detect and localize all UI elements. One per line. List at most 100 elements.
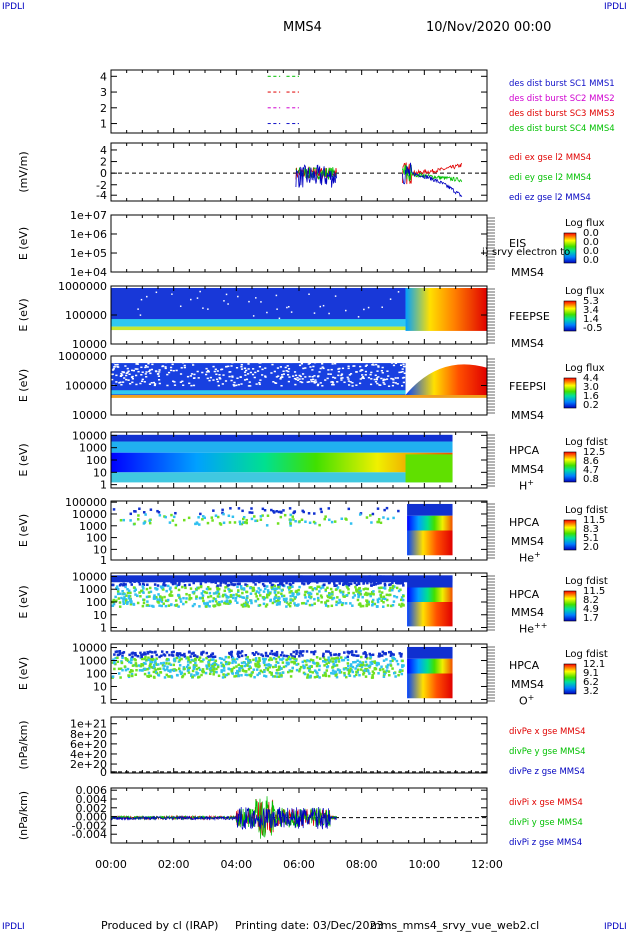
hpca-pixel [171,519,175,522]
hpca-pixel [218,595,221,598]
hpca-pixel [244,601,248,604]
feeps-i-speck [111,373,114,376]
y-tick-label: 0 [100,766,107,779]
hpca-pixel [364,667,367,671]
hpca-pixel [246,655,249,659]
feeps-i-speck [310,380,314,383]
hpca-pixel [367,600,370,604]
feeps-i-speck [332,376,335,379]
hpca-pixel [325,665,329,669]
hpca-pixel [308,521,312,525]
feeps-i-speck [391,384,395,387]
feeps-i-speck [322,367,325,370]
hpca-pixel [326,604,330,608]
feeps-i-speck [131,375,134,378]
feeps-i-speck [124,365,127,367]
hpca-pixel [245,521,248,525]
colorbar-tick-label: 1.6 [583,391,599,402]
hpca-pixel [376,600,380,604]
hpca-pixel [330,657,333,660]
feeps-i-speck [233,381,236,384]
hpca-pixel [359,663,363,667]
feeps-i-speck [346,376,349,379]
feeps-e-speck [207,308,209,310]
hpca-pixel [184,586,187,590]
hpca-pixel [385,593,389,597]
hpca-pixel [382,670,386,674]
panel-frame [110,716,488,774]
hpca-pixel [212,658,215,661]
hpca-pixel [236,601,239,605]
hpca-pixel [377,520,380,524]
feeps-i-speck [134,368,137,370]
hpca-pixel [280,658,284,661]
hpca-pixel [207,664,210,668]
hpca-pixel [177,660,181,663]
feeps-i-speck [216,380,220,383]
hpca-pixel [301,660,305,664]
hpca-pixel [357,591,361,594]
hpca-pixel [291,581,295,585]
hpca-pixel [166,598,170,602]
hpca-pixel [145,595,149,599]
hpca-pixel [167,604,171,607]
feeps-i-speck [132,369,135,372]
hpca-pixel [163,668,167,672]
hpca-pixel [361,663,365,667]
hpca-pixel [152,657,155,661]
hpca-pixel [212,592,216,595]
hpca-pixel [265,585,269,588]
hpca-pixel [277,675,281,678]
feeps-e-speck [397,291,400,293]
hpca-pixel [129,598,132,601]
instrument-label: HPCA [509,444,540,457]
hpca-pixel [252,589,256,592]
hpca-pixel [372,590,375,593]
hpca-pixel [280,674,283,677]
feeps-i-speck [341,367,345,370]
feeps-i-speck [137,370,140,373]
x-tick-label: 06:00 [283,858,315,871]
hpca-pixel [202,590,205,593]
hpca-pixel [141,653,145,656]
hpca-pixel [190,658,193,662]
hpca-pixel [264,587,267,591]
feeps-i-speck [253,376,256,379]
hpca-pixel [223,675,227,679]
feeps-i-speck [136,363,139,365]
hpca-pixel [197,586,200,590]
feeps-i-speck [227,365,230,368]
feeps-i-speck [296,379,300,381]
feeps-i-speck [166,373,169,376]
legend-entry: edi ex gse l2 MMS4 [509,153,591,163]
hpca-pixel [371,600,374,603]
hpca-pixel [181,675,184,679]
hpca-pixel [249,660,252,664]
hpca-pixel [285,581,288,585]
feeps-i-speck [247,368,250,370]
hpca-pixel [343,671,346,675]
hpca-pixel [273,653,277,657]
feeps-i-speck [369,373,372,376]
hpca-pixel [336,668,340,672]
hpca-pixel [377,672,380,675]
hpca-pixel [162,661,166,665]
hpca-pixel [164,599,168,602]
hpca-pixel [291,515,295,518]
hpca-pixel [132,602,135,606]
hpca-pixel [208,587,212,591]
hpca-pixel [275,599,278,603]
feeps-i-speck [317,383,320,386]
y-axis-label: E (eV) [17,657,30,690]
y-tick-label: 0.000 [76,811,108,824]
hpca-pixel [160,600,164,603]
hpca-pixel [201,660,204,663]
feeps-i-speck [264,367,267,369]
hpca-pixel [198,523,201,526]
hpca-pixel [184,600,188,604]
hpca-pixel [216,587,219,591]
hpca-pixel [258,671,261,675]
hpca-pixel [145,658,148,662]
hpca-pixel [227,656,230,659]
feeps-i-speck [230,379,233,382]
